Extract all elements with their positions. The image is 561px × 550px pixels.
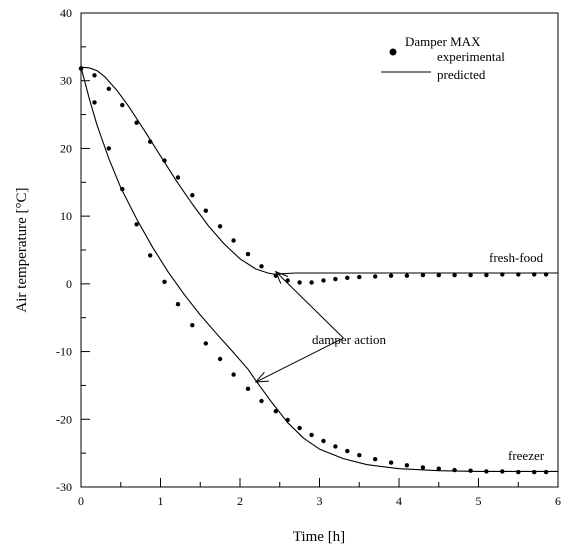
freezer-experimental-point bbox=[321, 438, 326, 444]
fresh-food-experimental-point bbox=[420, 272, 426, 278]
fresh-food-experimental-point bbox=[175, 175, 181, 180]
y-axis-label: Air temperature [°C] bbox=[14, 187, 30, 312]
freezer-experimental-point bbox=[436, 466, 441, 471]
damper-arrow-shaft bbox=[255, 337, 344, 383]
fresh-food-experimental-point bbox=[259, 264, 264, 269]
freezer-experimental-point bbox=[259, 398, 264, 404]
fresh-food-experimental-point bbox=[373, 274, 378, 279]
fresh-food-experimental-point bbox=[468, 272, 473, 278]
fresh-food-experimental-point bbox=[106, 86, 112, 92]
fresh-food-experimental-point bbox=[404, 273, 410, 278]
legend: Damper MAX experimental predicted bbox=[381, 34, 505, 82]
fresh-food-experimental-point bbox=[484, 272, 489, 278]
fresh-food-experimental-point bbox=[203, 208, 208, 213]
freezer-experimental-point bbox=[273, 409, 278, 414]
damper-arrow-head bbox=[274, 270, 289, 284]
freezer-experimental-point bbox=[404, 463, 410, 468]
damper-action-arrows bbox=[254, 270, 344, 383]
freezer-experimental-point bbox=[217, 356, 223, 362]
fresh-food-experimental-point bbox=[297, 280, 302, 285]
x-tick-label: 1 bbox=[158, 494, 164, 508]
fresh-food-experimental-point bbox=[452, 272, 457, 278]
y-tick-label: 10 bbox=[60, 209, 72, 223]
damper-action-label: damper action bbox=[312, 332, 386, 347]
fresh-food-experimental-point bbox=[388, 273, 394, 278]
fresh-food-experimental-point bbox=[333, 276, 338, 282]
fresh-food-experimental-point bbox=[231, 238, 236, 243]
y-axis-ticks: -30 -20 -10 0 10 20 30 40 bbox=[56, 6, 90, 494]
fresh-food-experimental-point bbox=[120, 102, 125, 108]
freezer-experimental-point bbox=[309, 432, 314, 438]
freezer-experimental-point bbox=[106, 146, 112, 151]
y-tick-label: 0 bbox=[66, 277, 72, 291]
freezer-predicted-curve bbox=[80, 67, 558, 472]
fresh-food-experimental-point bbox=[345, 275, 350, 280]
freezer-label: freezer bbox=[508, 448, 545, 463]
freezer-experimental-point bbox=[333, 444, 338, 449]
freezer-experimental-point bbox=[245, 386, 251, 391]
freezer-experimental-point bbox=[452, 467, 457, 473]
freezer-experimental-point bbox=[388, 460, 394, 465]
legend-experimental-marker bbox=[389, 48, 397, 56]
x-tick-label: 5 bbox=[476, 494, 482, 508]
freezer-experimental-point bbox=[92, 100, 97, 105]
freezer-experimental-point bbox=[190, 323, 195, 328]
freezer-experimental-point bbox=[532, 469, 537, 475]
y-tick-label: -30 bbox=[56, 480, 72, 494]
legend-title: Damper MAX bbox=[405, 34, 481, 49]
freezer-experimental-point bbox=[516, 469, 521, 475]
x-axis-label: Time [h] bbox=[293, 529, 345, 545]
legend-experimental-label: experimental bbox=[437, 49, 505, 64]
fresh-food-experimental-point bbox=[309, 280, 314, 285]
fresh-food-label: fresh-food bbox=[489, 250, 544, 265]
y-tick-label: -20 bbox=[56, 412, 72, 426]
plot-frame bbox=[80, 12, 559, 488]
freezer-experimental-point bbox=[297, 425, 302, 431]
freezer-experimental-point bbox=[373, 457, 378, 462]
freezer-experimental-point bbox=[345, 448, 350, 454]
damper-arrow-shaft bbox=[275, 271, 344, 339]
fresh-food-predicted-curve bbox=[80, 66, 558, 275]
y-tick-label: 20 bbox=[60, 141, 72, 155]
freezer-experimental-point bbox=[357, 453, 362, 458]
x-tick-label: 0 bbox=[78, 494, 84, 508]
y-tick-label: 40 bbox=[60, 6, 72, 20]
freezer-experimental-point bbox=[231, 372, 236, 377]
fresh-food-experimental-point bbox=[357, 274, 362, 280]
freezer-experimental-point bbox=[203, 341, 208, 346]
fresh-food-experimental-point bbox=[245, 251, 251, 257]
freezer-experimental-point bbox=[162, 279, 167, 284]
fresh-food-experimental-point bbox=[134, 120, 139, 125]
y-tick-label: 30 bbox=[60, 74, 72, 88]
freezer-experimental-point bbox=[175, 302, 181, 307]
fresh-food-experimental-point bbox=[190, 193, 195, 198]
x-tick-label: 3 bbox=[317, 494, 323, 508]
y-tick-label: -10 bbox=[56, 345, 72, 359]
series-layer bbox=[78, 66, 558, 475]
x-tick-label: 4 bbox=[396, 494, 402, 508]
fresh-food-experimental-point bbox=[92, 73, 97, 78]
fresh-food-experimental-point bbox=[217, 224, 223, 229]
x-tick-label: 2 bbox=[237, 494, 243, 508]
freezer-experimental-point bbox=[134, 222, 139, 227]
legend-predicted-label: predicted bbox=[437, 67, 486, 82]
fresh-food-experimental-point bbox=[321, 278, 326, 283]
fresh-food-experimental-point bbox=[436, 272, 441, 278]
x-tick-label: 6 bbox=[555, 494, 561, 508]
freezer-experimental-point bbox=[543, 469, 549, 475]
x-axis-ticks: 0 1 2 3 4 5 6 bbox=[78, 478, 561, 508]
freezer-experimental-point bbox=[148, 253, 153, 258]
damper-arrow-head bbox=[254, 371, 269, 383]
freezer-experimental-point bbox=[420, 465, 426, 470]
